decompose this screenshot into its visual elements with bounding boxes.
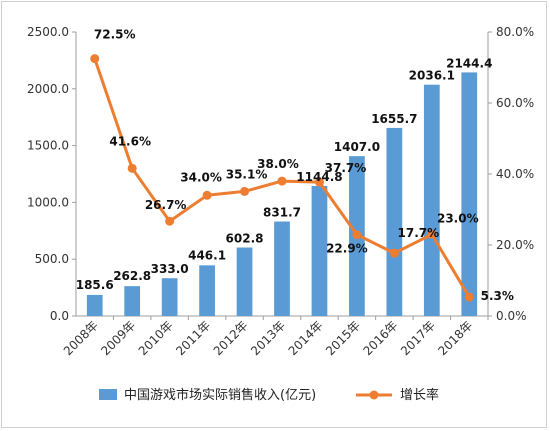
- right-tick-label: 20.0%: [496, 238, 534, 252]
- legend-line-label: 增长率: [400, 387, 439, 403]
- bar: [161, 278, 178, 316]
- growth-value-label: 34.0%: [180, 170, 222, 184]
- bar-value-label: 831.7: [263, 206, 301, 220]
- bar: [386, 127, 403, 317]
- growth-value-label: 23.0%: [437, 211, 479, 225]
- growth-value-label: 41.6%: [109, 134, 151, 148]
- x-tick-label: 2011年: [173, 318, 213, 358]
- bar: [423, 84, 440, 317]
- growth-point: [427, 229, 437, 239]
- bar: [461, 72, 478, 317]
- growth-value-label: 37.7%: [325, 161, 367, 175]
- right-tick-label: 40.0%: [496, 167, 534, 181]
- growth-value-label: 72.5%: [94, 28, 136, 42]
- bar-value-label: 602.8: [226, 232, 264, 246]
- bar: [199, 265, 215, 316]
- growth-point: [165, 216, 175, 226]
- growth-point: [240, 186, 250, 196]
- growth-point: [464, 292, 474, 302]
- x-tick-label: 2015年: [323, 318, 363, 358]
- left-tick-label: 2500.0: [27, 25, 69, 39]
- bar-value-label: 2144.4: [446, 56, 492, 70]
- growth-value-label: 26.7%: [145, 198, 187, 212]
- x-tick-label: 2010年: [136, 318, 176, 358]
- bar-value-label: 1144.8: [296, 170, 342, 184]
- growth-value-label: 22.9%: [326, 242, 368, 256]
- x-tick-label: 2013年: [248, 318, 288, 358]
- growth-point: [202, 190, 212, 200]
- bar: [124, 286, 141, 316]
- growth-value-label: 35.1%: [226, 167, 268, 181]
- x-tick-label: 2014年: [286, 318, 326, 358]
- bar: [86, 294, 103, 316]
- x-tick-label: 2016年: [361, 318, 401, 358]
- bar-value-label: 2036.1: [409, 69, 455, 83]
- x-tick-label: 2008年: [61, 318, 101, 358]
- growth-point: [127, 163, 137, 173]
- x-tick-label: 2012年: [211, 318, 251, 358]
- left-tick-label: 500.0: [35, 252, 69, 266]
- growth-point: [277, 176, 287, 186]
- bar: [311, 185, 328, 316]
- legend-bar-label: 中国游戏市场实际销售收入(亿元): [124, 387, 316, 403]
- right-tick-label: 60.0%: [496, 96, 534, 110]
- left-tick-label: 2000.0: [27, 82, 69, 96]
- right-tick-label: 0.0%: [496, 309, 527, 323]
- bar: [236, 247, 253, 316]
- growth-point: [352, 230, 362, 240]
- bar-value-label: 1655.7: [371, 112, 417, 126]
- growth-point: [314, 177, 324, 187]
- right-tick-label: 80.0%: [496, 25, 534, 39]
- left-tick-label: 1000.0: [27, 195, 69, 209]
- bar-value-label: 185.6: [76, 278, 114, 292]
- bar-value-label: 333.0: [151, 262, 189, 276]
- growth-value-label: 38.0%: [257, 157, 299, 171]
- left-tick-label: 1500.0: [27, 139, 69, 153]
- legend-bar-swatch: [99, 389, 117, 400]
- x-tick-label: 2009年: [98, 318, 138, 358]
- bar-value-label: 446.1: [188, 248, 226, 262]
- growth-value-label: 5.3%: [481, 289, 514, 303]
- legend-line-marker: [369, 390, 379, 400]
- bar-value-label: 262.8: [113, 269, 151, 283]
- bar-value-label: 1407.0: [334, 140, 380, 154]
- x-tick-label: 2018年: [435, 318, 475, 358]
- growth-point: [389, 248, 399, 258]
- x-tick-label: 2017年: [398, 318, 438, 358]
- growth-point: [90, 54, 100, 64]
- growth-value-label: 17.7%: [398, 226, 440, 240]
- bar: [274, 221, 290, 316]
- left-tick-label: 0.0: [50, 309, 69, 323]
